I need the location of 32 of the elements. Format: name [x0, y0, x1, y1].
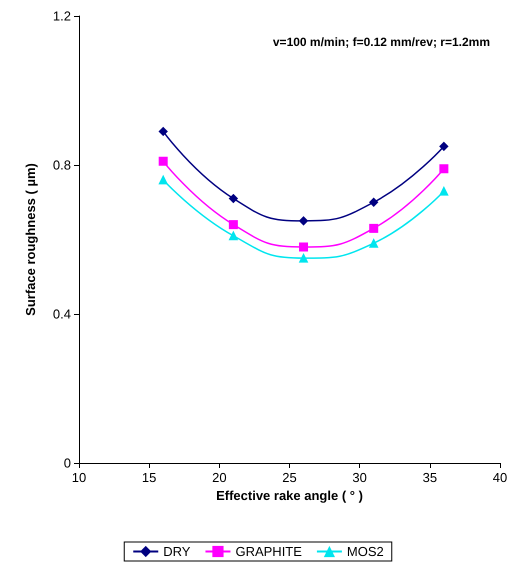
point: [439, 186, 448, 196]
point: [299, 216, 308, 226]
y-tick-label: 0.8: [52, 158, 71, 172]
x-tick-label: 20: [212, 470, 227, 485]
point: [299, 242, 308, 252]
y-tick-label: 0: [64, 456, 71, 470]
point: [439, 142, 448, 151]
y-tick-label: 1.2: [52, 8, 71, 24]
legend-label: GRAPHITE: [235, 544, 302, 559]
y-axis-title: Surface roughness ( µm): [23, 163, 38, 316]
point: [228, 194, 238, 204]
point: [228, 231, 238, 240]
x-tick-label: 35: [422, 470, 438, 485]
annotation: v=100 m/min; f=0.12 mm/rev; r=1.2mm: [272, 35, 490, 49]
x-axis-title: Effective rake angle ( ° ): [216, 488, 363, 503]
x-tick-label: 40: [492, 470, 508, 485]
point: [158, 175, 168, 184]
legend-label: DRY: [163, 544, 191, 559]
legend-label: MOS2: [346, 544, 384, 559]
point: [228, 220, 238, 230]
point: [369, 224, 378, 233]
x-tick-label: 15: [142, 470, 156, 485]
point: [369, 238, 378, 248]
x-tick-label: 10: [72, 470, 86, 485]
point: [369, 198, 378, 207]
x-tick-label: 30: [352, 470, 367, 485]
point: [158, 156, 168, 166]
x-tick-label: 25: [282, 470, 297, 485]
point: [439, 164, 448, 174]
point: [299, 254, 308, 263]
y-tick-label: 0.4: [52, 306, 71, 322]
point: [158, 126, 168, 136]
